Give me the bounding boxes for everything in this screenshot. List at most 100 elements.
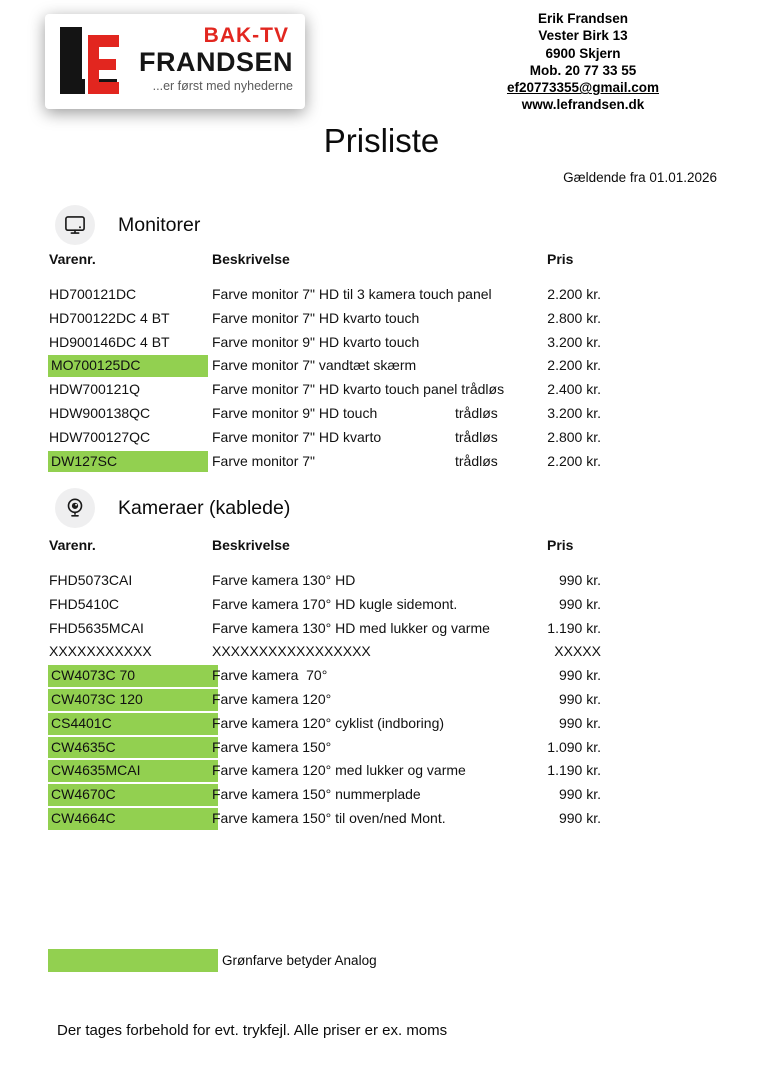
description-cell: Farve monitor 9" HD kvarto touch xyxy=(212,333,420,350)
column-header-varenr: Varenr. xyxy=(49,251,96,267)
price-cell: 990 kr. xyxy=(558,572,601,588)
sku-cell: CW4073C 120 xyxy=(48,688,218,711)
price-cell: 1.090 kr. xyxy=(547,738,601,755)
description-cell: Farve kamera 150° til oven/ned Mont. xyxy=(212,809,446,826)
sku-cell: XXXXXXXXXXX xyxy=(49,643,152,660)
monitors-table: Varenr. Beskrivelse Pris HD700121DC Farve… xyxy=(48,249,709,473)
webcam-icon xyxy=(55,488,95,528)
price-cell: 3.200 kr. xyxy=(547,333,601,350)
section-title-cameras: Kameraer (kablede) xyxy=(118,496,291,519)
table-row: FHD5635MCAI Farve kamera 130° HD med lukk… xyxy=(49,617,709,641)
description-cell: Farve monitor 7" HD kvarto trådløs xyxy=(212,428,498,445)
logo-baktv: BAK-TV xyxy=(203,24,289,47)
price-cell: 3.200 kr. xyxy=(547,404,601,421)
contact-name: Erik Frandsen xyxy=(537,11,629,26)
sku-cell: HD700121DC xyxy=(49,286,137,302)
description-cell: Farve monitor 7" HD kvarto touch panel t… xyxy=(212,381,505,398)
table-row: FHD5410C Farve kamera 170° HD kugle sidem… xyxy=(49,593,709,617)
sku-cell: CW4635MCAI xyxy=(48,760,218,783)
email-link[interactable]: ef20773355@gmail.com xyxy=(506,80,659,96)
sku-cell: CW4635C xyxy=(48,736,218,759)
price-cell: 2.200 kr. xyxy=(547,452,601,469)
description-cell: Farve kamera 70° xyxy=(212,667,328,684)
table-header-row: Varenr. Beskrivelse Pris xyxy=(49,535,709,556)
column-header-pris: Pris xyxy=(547,251,574,267)
company-logo: BAK-TV FRANDSEN ...er først med nyhedern… xyxy=(45,14,305,109)
table-row: HD700121DC Farve monitor 7" HD til 3 kame… xyxy=(49,283,709,307)
monitor-icon xyxy=(55,205,95,245)
table-row: FHD5073CAI Farve kamera 130° HD 990 kr. xyxy=(49,569,709,593)
description-cell: Farve monitor 9" HD touch trådløs xyxy=(212,404,498,421)
price-cell: 2.800 kr. xyxy=(547,309,601,326)
table-row: HDW700121Q Farve monitor 7" HD kvarto tou… xyxy=(49,378,709,402)
description-cell: Farve kamera 120° med lukker og varme xyxy=(212,762,466,779)
le-logo-mark xyxy=(60,27,122,94)
sku-cell: CW4073C 70 xyxy=(48,665,218,687)
valid-from-date: Gældende fra 01.01.2026 xyxy=(563,170,717,185)
table-row: HDW900138QC Farve monitor 9" HD touch tråd… xyxy=(49,402,709,426)
table-row: CW4635MCAI Farve kamera 120° med lukker o… xyxy=(48,759,709,783)
price-cell: 990 kr. xyxy=(558,595,601,612)
sku-cell: FHD5073CAI xyxy=(49,572,133,588)
table-row: CW4073C 70 Farve kamera 70° 990 kr. xyxy=(48,664,709,688)
description-cell: Farve kamera 130° HD xyxy=(212,572,356,588)
table-row: HDW700127QC Farve monitor 7" HD kvarto trå… xyxy=(49,426,709,450)
description-cell: Farve monitor 7" HD kvarto touch xyxy=(212,309,420,326)
sku-cell: HD900146DC 4 BT xyxy=(49,333,170,350)
legend: Grønfarve betyder Analog xyxy=(48,949,377,972)
table-row: XXXXXXXXXXX XXXXXXXXXXXXXXXXX XXXXX xyxy=(49,640,709,664)
table-row: CW4670C Farve kamera 150° nummerplade 990 … xyxy=(48,783,709,807)
column-header-varenr: Varenr. xyxy=(49,537,96,553)
price-cell: 990 kr. xyxy=(558,667,601,684)
sku-cell: HDW900138QC xyxy=(49,404,151,421)
description-cell: Farve kamera 170° HD kugle sidemont. xyxy=(212,595,458,612)
description-cell: Farve kamera 120° cyklist (indboring) xyxy=(212,714,445,731)
legend-green-swatch xyxy=(48,949,218,972)
table-header-row: Varenr. Beskrivelse Pris xyxy=(49,249,709,270)
logo-frandsen: FRANDSEN xyxy=(138,47,293,77)
contact-block: Erik Frandsen Vester Birk 13 6900 Skjern… xyxy=(470,10,696,114)
sku-cell: HDW700127QC xyxy=(49,428,151,445)
price-cell: 2.400 kr. xyxy=(547,381,601,398)
price-cell: 2.200 kr. xyxy=(547,357,601,374)
cameras-table-body: FHD5073CAI Farve kamera 130° HD 990 kr. FHD… xyxy=(48,569,709,831)
price-cell: 2.200 kr. xyxy=(547,286,601,302)
price-cell: 2.800 kr. xyxy=(547,428,601,445)
logo-letter-l xyxy=(60,27,82,94)
logo-letter-e xyxy=(85,35,119,94)
price-cell: 1.190 kr. xyxy=(547,762,601,779)
legend-text: Grønfarve betyder Analog xyxy=(222,953,377,968)
sku-cell: FHD5410C xyxy=(49,595,120,612)
column-header-beskrivelse: Beskrivelse xyxy=(212,251,290,267)
price-cell: 990 kr. xyxy=(558,690,601,707)
price-cell: 990 kr. xyxy=(558,714,601,731)
section-title-monitors: Monitorer xyxy=(118,213,201,236)
sku-cell: FHD5635MCAI xyxy=(49,619,144,636)
table-row: CW4664C Farve kamera 150° til oven/ned Mo… xyxy=(48,807,709,831)
sku-cell: CW4664C xyxy=(48,807,218,830)
description-cell: Farve monitor 7" HD til 3 kamera touch p… xyxy=(212,286,492,302)
logo-text: BAK-TV FRANDSEN ...er først med nyhedern… xyxy=(131,24,293,94)
description-cell: Farve monitor 7" vandtæt skærm xyxy=(212,357,417,374)
sku-cell: MO700125DC xyxy=(48,355,212,378)
column-header-beskrivelse: Beskrivelse xyxy=(212,537,290,553)
contact-city: 6900 Skjern xyxy=(545,45,621,61)
column-header-pris: Pris xyxy=(547,537,574,553)
footer-disclaimer: Der tages forbehold for evt. trykfejl. A… xyxy=(57,1022,448,1039)
price-cell: 1.190 kr. xyxy=(547,619,601,636)
cameras-table: Varenr. Beskrivelse Pris FHD5073CAI Farve… xyxy=(48,535,709,831)
sku-cell: CW4670C xyxy=(48,784,218,806)
sku-cell: HD700122DC 4 BT xyxy=(49,309,170,326)
logo-tagline: ...er først med nyhederne xyxy=(152,79,293,93)
website-text: www.lefrandsen.dk xyxy=(521,97,645,113)
table-row: HD900146DC 4 BT Farve monitor 9" HD kvart… xyxy=(49,331,709,355)
table-row: MO700125DC Farve monitor 7" vandtæt skærm… xyxy=(48,354,709,378)
description-cell: XXXXXXXXXXXXXXXXX xyxy=(212,643,371,660)
price-cell: 990 kr. xyxy=(558,809,601,826)
section-header-monitors: Monitorer xyxy=(55,205,200,245)
page-title: Prisliste xyxy=(323,122,440,159)
sku-cell: CS4401C xyxy=(48,712,218,735)
table-row: CS4401C Farve kamera 120° cyklist (indbor… xyxy=(48,712,709,736)
price-cell: XXXXX xyxy=(554,643,601,660)
